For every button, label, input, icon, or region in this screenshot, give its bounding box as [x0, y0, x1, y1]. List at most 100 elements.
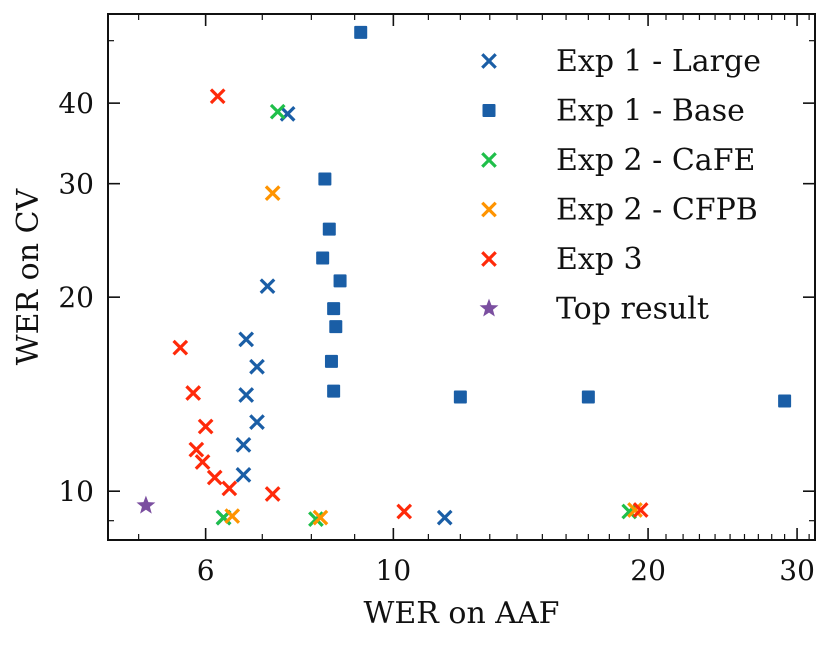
- marker-stroke: [249, 414, 265, 430]
- data-point: [308, 511, 324, 527]
- y-tick-label: 40: [58, 87, 94, 120]
- data-point: [329, 320, 343, 334]
- data-point: [264, 185, 281, 202]
- series-exp-3: [172, 88, 649, 520]
- legend-marker: [481, 152, 497, 168]
- marker-stroke: [264, 486, 281, 502]
- marker-stroke: [172, 339, 189, 356]
- data-point: [318, 172, 332, 186]
- marker-stroke: [197, 418, 214, 435]
- marker-stroke: [209, 88, 226, 105]
- data-point: [136, 495, 156, 514]
- data-point: [264, 486, 281, 502]
- marker-stroke: [396, 503, 413, 520]
- data-point: [221, 480, 238, 497]
- x-tick-label: 10: [376, 554, 412, 587]
- axes: 6 10 20 30 10 20 30 40: [58, 14, 815, 587]
- data-point: [224, 508, 241, 524]
- data-point: [238, 331, 255, 348]
- x-axis-title: WER on AAF: [364, 596, 560, 631]
- marker-stroke: [436, 509, 453, 526]
- data-point: [632, 502, 649, 518]
- marker-stroke: [308, 511, 324, 527]
- legend-marker: [479, 298, 499, 317]
- marker-stroke: [238, 331, 255, 348]
- data-point: [249, 414, 265, 430]
- data-point: [322, 222, 336, 236]
- data-point: [185, 385, 202, 401]
- marker-stroke: [249, 358, 265, 375]
- data-point: [235, 437, 252, 453]
- legend-label: Exp 1 - Base: [556, 94, 745, 129]
- marker-stroke: [264, 185, 281, 202]
- legend-marker: [481, 53, 497, 69]
- data-point: [324, 354, 338, 368]
- marker-stroke: [481, 152, 497, 168]
- marker-stroke: [627, 502, 643, 518]
- series-top-result: [136, 495, 156, 514]
- marker-stroke: [185, 385, 202, 401]
- data-point: [436, 509, 453, 526]
- series-exp-2-cfpb: [224, 185, 643, 526]
- legend-item: Exp 1 - Base: [482, 94, 745, 129]
- y-tick-label: 20: [58, 281, 94, 314]
- marker-stroke: [481, 53, 497, 69]
- data-point: [259, 278, 276, 295]
- plot-frame: [107, 13, 816, 541]
- legend-item: Exp 3: [481, 242, 643, 277]
- data-point: [235, 467, 252, 483]
- data-point: [197, 418, 214, 435]
- data-point: [238, 387, 255, 403]
- data-point: [194, 454, 211, 470]
- marker-stroke: [269, 103, 286, 120]
- marker-stroke: [481, 251, 497, 267]
- data-point: [316, 251, 330, 265]
- data-point: [778, 394, 792, 408]
- marker-stroke: [632, 502, 649, 518]
- legend-marker: [482, 104, 496, 117]
- data-point: [209, 88, 226, 105]
- marker-stroke: [235, 467, 252, 483]
- marker-stroke: [238, 387, 255, 403]
- legend-label: Exp 3: [556, 242, 643, 277]
- data-point: [327, 302, 341, 316]
- legend-label: Top result: [556, 292, 709, 327]
- series-exp-1-base: [316, 25, 792, 408]
- legend-item: Exp 1 - Large: [481, 44, 761, 79]
- legend-marker: [481, 201, 497, 218]
- legend-label: Exp 1 - Large: [556, 44, 761, 79]
- data-point: [312, 509, 329, 526]
- data-point: [354, 25, 368, 39]
- data-point: [581, 390, 595, 404]
- marker-stroke: [221, 480, 238, 497]
- data-point: [206, 469, 223, 486]
- legend-label: Exp 2 - CFPB: [556, 193, 758, 228]
- marker-stroke: [312, 509, 329, 526]
- data-point: [172, 339, 189, 356]
- legend-item: Top result: [479, 292, 709, 327]
- data-point: [627, 502, 643, 518]
- plot-area: [107, 13, 816, 541]
- y-axis-title: WER on CV: [11, 187, 46, 365]
- data-point: [453, 390, 467, 404]
- data-point: [396, 503, 413, 520]
- legend-marker: [481, 251, 497, 267]
- data-point: [269, 103, 286, 120]
- marker-stroke: [206, 469, 223, 486]
- y-tick-label: 30: [58, 168, 94, 201]
- x-tick-label: 30: [779, 554, 815, 587]
- data-point: [188, 441, 205, 458]
- marker-stroke: [194, 454, 211, 470]
- legend-label: Exp 2 - CaFE: [556, 143, 755, 178]
- data-point: [327, 384, 341, 398]
- data-marks: [136, 25, 792, 527]
- legend-item: Exp 2 - CFPB: [481, 193, 758, 228]
- series-exp-1-large: [215, 105, 453, 526]
- marker-stroke: [259, 278, 276, 295]
- data-point: [249, 358, 265, 375]
- x-tick-label: 20: [630, 554, 666, 587]
- legend-item: Exp 2 - CaFE: [481, 143, 755, 178]
- x-tick-label: 6: [197, 554, 215, 587]
- marker-stroke: [224, 508, 241, 524]
